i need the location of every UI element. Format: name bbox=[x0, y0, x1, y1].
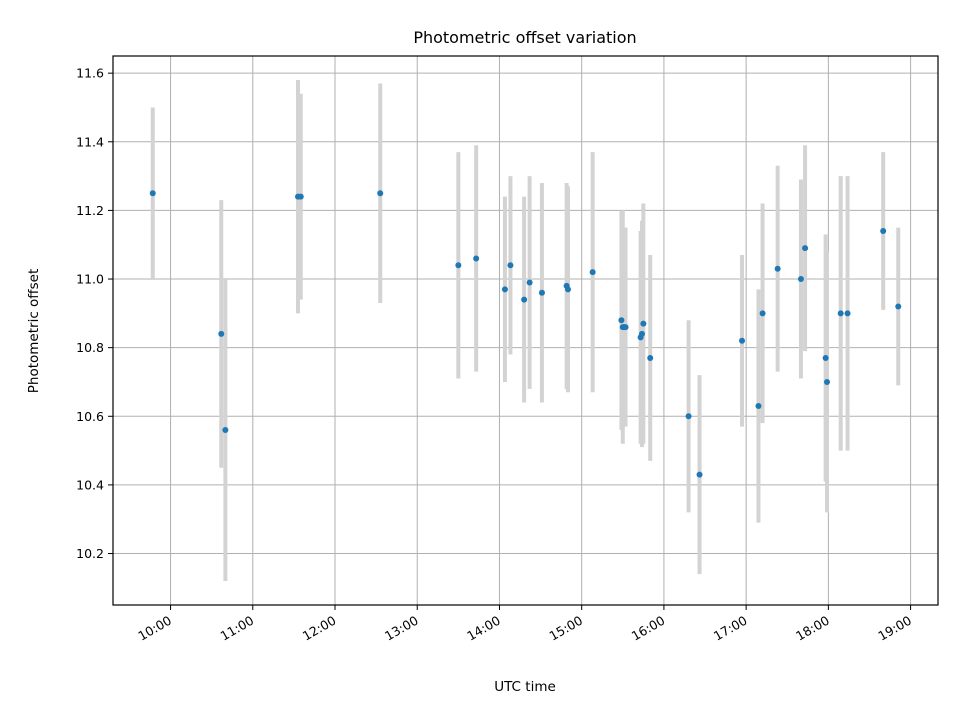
data-point bbox=[823, 378, 830, 385]
data-point bbox=[149, 190, 156, 197]
data-point bbox=[895, 303, 902, 310]
y-tick-label: 10.2 bbox=[76, 546, 104, 561]
data-point bbox=[638, 330, 645, 337]
data-point bbox=[640, 320, 647, 327]
x-axis-label: UTC time bbox=[494, 679, 556, 695]
data-point bbox=[685, 413, 692, 420]
y-axis-label: Photometric offset bbox=[26, 269, 42, 393]
data-point bbox=[844, 310, 851, 317]
data-point bbox=[647, 354, 654, 361]
data-point bbox=[564, 286, 571, 293]
data-point bbox=[797, 276, 804, 283]
data-point bbox=[618, 317, 625, 324]
data-point bbox=[696, 471, 703, 478]
y-tick-label: 11.0 bbox=[76, 272, 104, 287]
data-point bbox=[802, 245, 809, 252]
data-point bbox=[297, 193, 304, 200]
data-point bbox=[218, 330, 225, 337]
data-point bbox=[822, 354, 829, 361]
y-tick-label: 11.4 bbox=[76, 134, 104, 149]
data-point bbox=[880, 227, 887, 234]
data-point bbox=[739, 337, 746, 344]
data-point bbox=[501, 286, 508, 293]
y-tick-label: 10.8 bbox=[76, 340, 104, 355]
data-point bbox=[473, 255, 480, 262]
data-point bbox=[507, 262, 514, 269]
plot-frame bbox=[112, 55, 939, 606]
data-point bbox=[526, 279, 533, 286]
y-axis-ticks: 10.2 10.4 10.6 10.8 11.0 11.2 11.4 11.6 bbox=[76, 66, 113, 561]
data-point bbox=[622, 324, 629, 331]
y-tick-label: 11.2 bbox=[76, 203, 104, 218]
y-tick-label: 10.6 bbox=[76, 409, 104, 424]
y-tick-label: 11.6 bbox=[76, 66, 104, 81]
data-point bbox=[837, 310, 844, 317]
data-point bbox=[521, 296, 528, 303]
data-point bbox=[755, 402, 762, 409]
data-point bbox=[455, 262, 462, 269]
data-point bbox=[538, 289, 545, 296]
data-point bbox=[377, 190, 384, 197]
y-tick-label: 10.4 bbox=[76, 477, 104, 492]
data-point bbox=[222, 427, 229, 434]
data-points bbox=[149, 190, 902, 478]
data-point bbox=[774, 265, 781, 272]
chart-title: Photometric offset variation bbox=[413, 28, 636, 47]
data-point bbox=[589, 269, 596, 276]
data-point bbox=[759, 310, 766, 317]
